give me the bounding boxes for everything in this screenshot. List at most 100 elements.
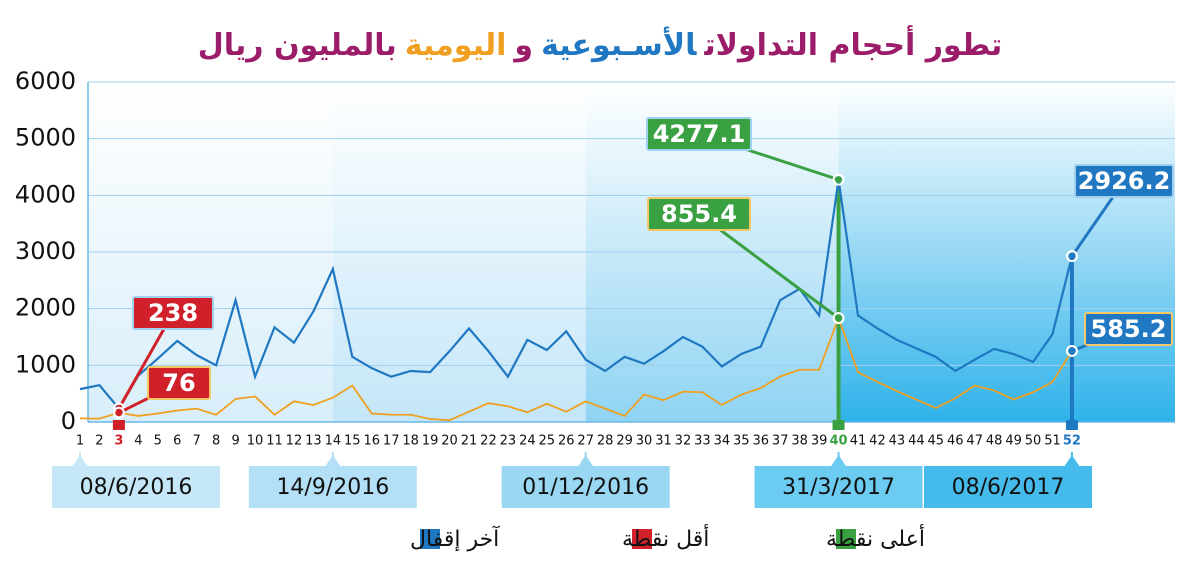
callout-point bbox=[832, 173, 845, 186]
callout-point bbox=[1068, 252, 1076, 260]
x-tick-label: 20 bbox=[441, 434, 458, 449]
x-tick-label: 36 bbox=[752, 434, 769, 449]
callout-point bbox=[835, 176, 843, 184]
series-line bbox=[79, 315, 1073, 422]
x-tick-label: 10 bbox=[247, 434, 264, 449]
x-tick-label: 19 bbox=[422, 434, 439, 449]
x-tick-label: 3 bbox=[114, 434, 123, 449]
y-tick-label: 6000 bbox=[15, 67, 76, 95]
x-tick-label: 11 bbox=[266, 434, 283, 449]
legend-swatch bbox=[632, 529, 652, 549]
x-tick-label: 49 bbox=[1005, 434, 1022, 449]
x-tick-label: 22 bbox=[480, 434, 497, 449]
x-tick-label: 29 bbox=[616, 434, 633, 449]
x-tick-label: 13 bbox=[305, 434, 322, 449]
callout-box bbox=[132, 296, 214, 330]
x-tick-label: 40 bbox=[830, 434, 848, 449]
period-label: 31/3/2017 bbox=[782, 475, 895, 500]
x-tick-label: 26 bbox=[558, 434, 575, 449]
legend-swatch bbox=[420, 529, 440, 549]
x-tick-label: 7 bbox=[193, 434, 201, 449]
x-tick-label: 14 bbox=[325, 434, 342, 449]
callout-box bbox=[647, 197, 751, 231]
callout-point bbox=[1065, 344, 1078, 357]
period-pointer bbox=[577, 455, 594, 467]
x-tick-label: 33 bbox=[694, 434, 711, 449]
x-tick-label: 39 bbox=[811, 434, 828, 449]
period-box bbox=[924, 466, 1092, 508]
legend-label: أقل نقطة bbox=[622, 524, 709, 552]
x-tick-label: 6 bbox=[173, 434, 181, 449]
y-tick-label: 1000 bbox=[15, 350, 76, 378]
title-part: تطور أحجام التداولات bbox=[704, 28, 1003, 63]
x-tick-label: 35 bbox=[733, 434, 750, 449]
callout-box bbox=[646, 117, 752, 151]
x-tick-label: 16 bbox=[363, 434, 380, 449]
x-tick-label: 28 bbox=[597, 434, 614, 449]
callout-box bbox=[1074, 164, 1174, 198]
title-part: بالمليون ريال bbox=[197, 28, 397, 63]
x-tick-label: 46 bbox=[947, 434, 964, 449]
period-box bbox=[52, 466, 220, 508]
x-tick-label: 5 bbox=[154, 434, 162, 449]
legend-swatch bbox=[836, 529, 856, 549]
callout-point bbox=[112, 406, 125, 419]
period-box bbox=[754, 466, 923, 508]
legend-label: أعلى نقطة bbox=[826, 524, 925, 552]
callout-pointer bbox=[698, 212, 840, 320]
period-label: 08/6/2017 bbox=[952, 475, 1065, 500]
x-tick-label: 47 bbox=[966, 434, 983, 449]
y-tick-label: 5000 bbox=[15, 124, 76, 152]
callout-point bbox=[832, 312, 845, 325]
x-tick-label: 30 bbox=[636, 434, 653, 449]
x-tick-label: 51 bbox=[1044, 434, 1061, 449]
callout-point bbox=[1068, 347, 1076, 355]
x-tick-label: 50 bbox=[1025, 434, 1042, 449]
y-tick-label: 3000 bbox=[15, 237, 76, 265]
x-tick-label: 34 bbox=[714, 434, 731, 449]
period-pointer bbox=[324, 455, 341, 467]
x-tick-label: 9 bbox=[231, 434, 239, 449]
period-pointer bbox=[830, 455, 847, 467]
period-box bbox=[501, 466, 670, 508]
x-tick-label: 23 bbox=[500, 434, 517, 449]
x-tick-label: 27 bbox=[577, 434, 594, 449]
x-tick-label: 17 bbox=[383, 434, 400, 449]
x-tick-label: 12 bbox=[286, 434, 303, 449]
period-label: 14/9/2016 bbox=[276, 475, 389, 500]
series-line bbox=[79, 179, 1074, 411]
period-label: 01/12/2016 bbox=[522, 475, 649, 500]
x-tick-label: 48 bbox=[986, 434, 1003, 449]
x-marker bbox=[832, 420, 845, 430]
x-tick-label: 52 bbox=[1063, 434, 1081, 449]
x-tick-label: 31 bbox=[655, 434, 672, 449]
x-tick-label: 18 bbox=[402, 434, 419, 449]
x-tick-label: 2 bbox=[95, 434, 103, 449]
title-part: و bbox=[514, 28, 534, 63]
x-tick-label: 37 bbox=[772, 434, 789, 449]
x-tick-label: 4 bbox=[134, 434, 142, 449]
data-label: 76 bbox=[162, 369, 195, 397]
callout-box bbox=[147, 366, 211, 400]
x-tick-label: 1 bbox=[76, 434, 84, 449]
x-tick-label: 38 bbox=[791, 434, 808, 449]
legend-label: آخر إقفال bbox=[410, 525, 500, 552]
callout-point bbox=[835, 314, 843, 322]
data-label: 238 bbox=[148, 299, 198, 327]
x-tick-label: 15 bbox=[344, 434, 361, 449]
period-pointer bbox=[1063, 455, 1080, 467]
data-label: 855.4 bbox=[661, 200, 737, 228]
y-tick-label: 4000 bbox=[15, 180, 76, 208]
chart-title: تطور أحجام التداولاتالأسـبوعيةواليوميةبا… bbox=[0, 28, 1200, 63]
callout-box bbox=[1084, 312, 1173, 346]
x-tick-label: 32 bbox=[675, 434, 692, 449]
callout-point bbox=[1065, 250, 1078, 263]
title-part: اليومية bbox=[404, 28, 507, 63]
x-tick-label: 21 bbox=[461, 434, 478, 449]
x-tick-label: 43 bbox=[889, 434, 906, 449]
y-tick-label: 2000 bbox=[15, 294, 76, 322]
data-label: 4277.1 bbox=[653, 120, 746, 148]
y-tick-label: 0 bbox=[61, 407, 76, 435]
callout-point bbox=[115, 409, 123, 417]
